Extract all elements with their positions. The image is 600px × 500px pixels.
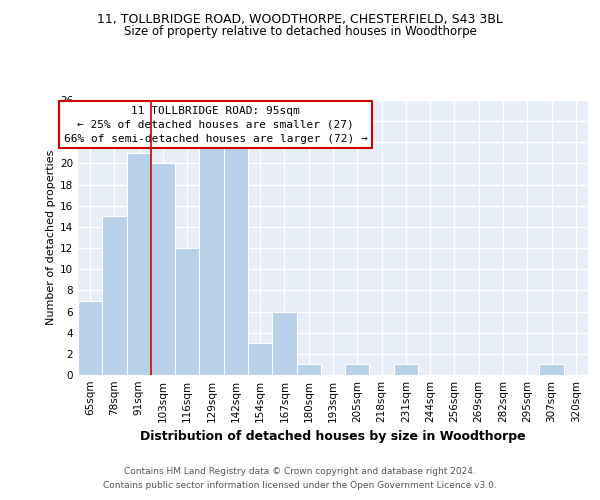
Bar (539, 364, 564, 375)
Bar (345, 364, 370, 375)
Text: Contains HM Land Registry data © Crown copyright and database right 2024.: Contains HM Land Registry data © Crown c… (124, 467, 476, 476)
Bar (102, 216, 127, 375)
Text: Size of property relative to detached houses in Woodthorpe: Size of property relative to detached ho… (124, 25, 476, 38)
Text: 11, TOLLBRIDGE ROAD, WOODTHORPE, CHESTERFIELD, S43 3BL: 11, TOLLBRIDGE ROAD, WOODTHORPE, CHESTER… (97, 12, 503, 26)
X-axis label: Distribution of detached houses by size in Woodthorpe: Distribution of detached houses by size … (140, 430, 526, 444)
Y-axis label: Number of detached properties: Number of detached properties (46, 150, 56, 325)
Bar (224, 142, 248, 375)
Bar (199, 142, 224, 375)
Bar (394, 364, 418, 375)
Bar (127, 153, 151, 375)
Bar (248, 344, 272, 375)
Bar (175, 248, 199, 375)
Bar (272, 312, 296, 375)
Bar (151, 164, 175, 375)
Text: 11 TOLLBRIDGE ROAD: 95sqm
← 25% of detached houses are smaller (27)
66% of semi-: 11 TOLLBRIDGE ROAD: 95sqm ← 25% of detac… (64, 106, 368, 144)
Bar (78, 301, 102, 375)
Text: Contains public sector information licensed under the Open Government Licence v3: Contains public sector information licen… (103, 481, 497, 490)
Bar (296, 364, 321, 375)
